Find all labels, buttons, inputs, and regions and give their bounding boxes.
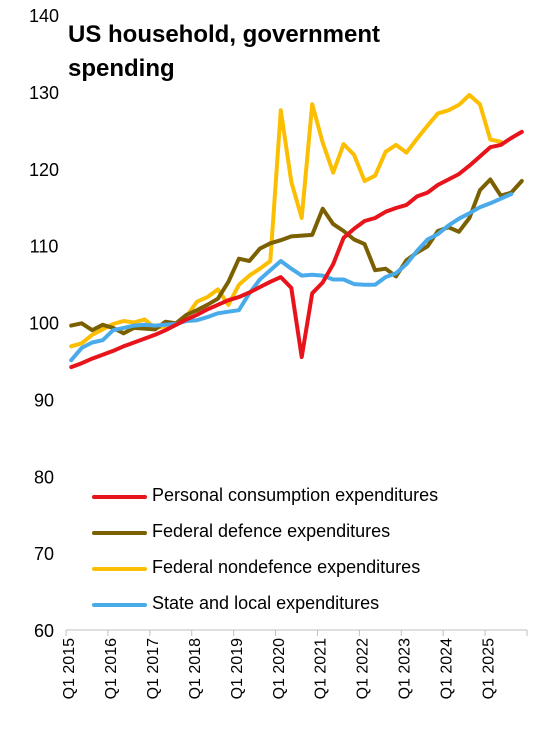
y-tick-label: 100 bbox=[29, 314, 59, 334]
legend-swatch-state-local bbox=[92, 603, 147, 607]
y-axis-ticks: 60 70 80 90 100 110 120 130 140 bbox=[29, 6, 59, 641]
x-axis: Q1 2015 Q1 2016 Q1 2017 Q1 2018 Q1 2019 Q1 20… bbox=[61, 629, 528, 699]
series-line-federal-nondefence-expenditures bbox=[69, 93, 503, 349]
x-tick-label: Q1 2025 bbox=[480, 638, 497, 699]
y-tick-label: 120 bbox=[29, 160, 59, 180]
x-tick-label: Q1 2015 bbox=[61, 638, 78, 699]
legend-swatch-personal-consumption bbox=[92, 495, 147, 499]
y-tick-label: 130 bbox=[29, 83, 59, 103]
legend-swatch-federal-defence bbox=[92, 531, 147, 535]
y-tick-label: 110 bbox=[30, 237, 59, 257]
x-tick-label: Q1 2024 bbox=[438, 638, 455, 699]
x-tick-label: Q1 2022 bbox=[355, 638, 372, 699]
chart-title: US household, government spending bbox=[68, 18, 380, 86]
y-tick-label: 80 bbox=[34, 467, 54, 487]
series-line-state-and-local-expenditures bbox=[69, 192, 514, 363]
chart-title-line-2: spending bbox=[68, 55, 175, 82]
chart-title-line-1: US household, government bbox=[68, 21, 381, 48]
legend-label-federal-nondefence: Federal nondefence expenditures bbox=[152, 557, 421, 577]
x-tick-label: Q1 2020 bbox=[271, 638, 288, 699]
series-layer bbox=[69, 93, 524, 370]
x-tick-label: Q1 2023 bbox=[397, 638, 414, 699]
y-tick-label: 70 bbox=[34, 544, 54, 564]
legend-label-federal-defence: Federal defence expenditures bbox=[152, 521, 391, 541]
legend-label-state-local: State and local expenditures bbox=[152, 593, 380, 613]
y-tick-label: 140 bbox=[29, 6, 59, 26]
x-tick-label: Q1 2021 bbox=[313, 638, 330, 699]
x-tick-label: Q1 2017 bbox=[145, 638, 162, 699]
x-tick-label: Q1 2018 bbox=[187, 638, 204, 699]
series-line-personal-consumption-expenditures bbox=[69, 129, 524, 370]
legend-swatch-federal-nondefence bbox=[92, 567, 147, 571]
y-tick-label: 90 bbox=[34, 390, 54, 410]
x-tick-label: Q1 2016 bbox=[103, 638, 120, 699]
y-tick-label: 60 bbox=[34, 621, 54, 641]
x-tick-label: Q1 2019 bbox=[229, 638, 246, 699]
legend-label-personal-consumption: Personal consumption expenditures bbox=[152, 485, 439, 505]
